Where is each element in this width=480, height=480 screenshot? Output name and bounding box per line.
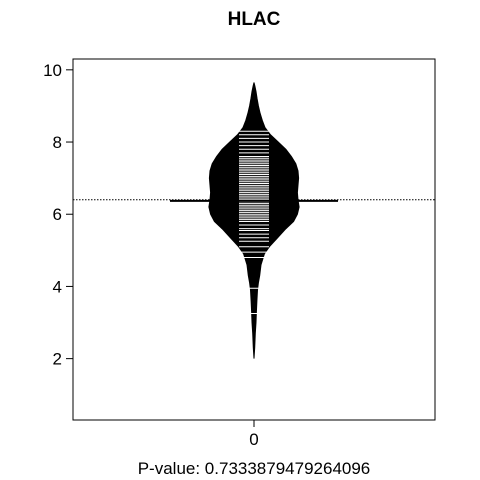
y-tick-label: 6 — [53, 205, 62, 224]
x-axis-label: P-value: 0.7333879479264096 — [138, 459, 371, 478]
y-tick-label: 4 — [53, 277, 62, 296]
y-tick-label: 8 — [53, 133, 62, 152]
chart-title: HLAC — [228, 9, 281, 30]
x-tick-label: 0 — [249, 430, 258, 449]
y-tick-label: 2 — [53, 350, 62, 369]
y-tick-label: 10 — [43, 61, 62, 80]
